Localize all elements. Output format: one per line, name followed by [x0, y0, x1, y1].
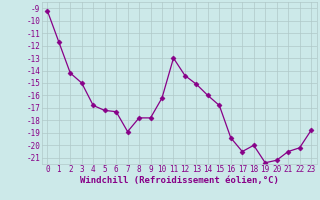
X-axis label: Windchill (Refroidissement éolien,°C): Windchill (Refroidissement éolien,°C) [80, 176, 279, 185]
